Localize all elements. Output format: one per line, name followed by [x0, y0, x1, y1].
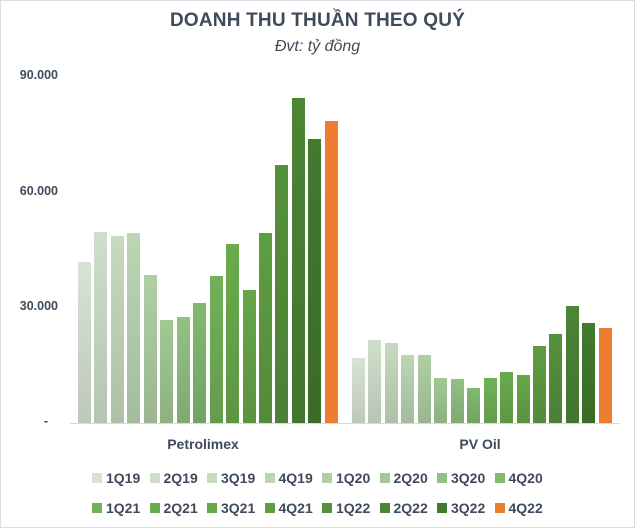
- bar-pv-oil-4q20: [467, 387, 481, 423]
- legend-label: 4Q21: [278, 500, 313, 516]
- legend-item-4q20: 4Q20: [494, 470, 553, 486]
- legend-label: 4Q19: [278, 470, 313, 486]
- legend-swatch-icon: [264, 473, 275, 483]
- bar-pv-oil-3q21: [516, 374, 530, 423]
- bar-pv-oil-2q21: [500, 372, 514, 423]
- legend-label: 3Q20: [451, 470, 486, 486]
- chart-title: DOANH THU THUẦN THEO QUÝ: [169, 10, 466, 31]
- bar-petrolimex-3q22: [308, 138, 322, 423]
- x-axis-line: [70, 423, 620, 424]
- bar-petrolimex-1q19: [78, 261, 91, 423]
- legend-label: 3Q21: [221, 500, 256, 516]
- legend-swatch-icon: [92, 503, 102, 513]
- legend-row: 1Q19 2Q19 3Q19 4Q19 1Q20 2Q20 3Q20 4Q20: [92, 470, 552, 486]
- legend-label: 2Q20: [393, 470, 428, 486]
- legend-item-4q22: 4Q22: [494, 500, 553, 516]
- legend-row: 1Q21 2Q21 3Q21 4Q21 1Q22 2Q22 3Q22 4Q22: [92, 500, 552, 516]
- legend-label: 2Q21: [163, 500, 198, 516]
- bar-petrolimex-3q20: [176, 316, 190, 423]
- bar-petrolimex-1q20: [143, 274, 157, 423]
- bar-petrolimex-4q20: [193, 302, 207, 423]
- legend-swatch-icon: [494, 473, 505, 483]
- legend-label: 4Q22: [508, 500, 543, 516]
- legend-label: 2Q22: [393, 500, 428, 516]
- legend-swatch-icon: [207, 503, 217, 513]
- bar-pv-oil-4q22: [598, 328, 612, 423]
- legend-swatch-icon: [437, 473, 447, 483]
- legend-label: 2Q19: [163, 470, 198, 486]
- legend-label: 3Q22: [451, 500, 486, 516]
- legend-item-2q21: 2Q21: [149, 500, 208, 516]
- category-label-pv-oil: PV Oil: [459, 436, 501, 452]
- legend-item-3q19: 3Q19: [207, 470, 265, 486]
- bar-pv-oil-3q19: [384, 343, 398, 423]
- legend-label: 1Q20: [336, 470, 371, 486]
- bar-petrolimex-3q21: [242, 289, 256, 423]
- legend-item-1q21: 1Q21: [92, 500, 150, 516]
- legend-item-1q19: 1Q19: [92, 470, 150, 486]
- legend-label: 3Q19: [221, 470, 256, 486]
- legend-swatch-icon: [92, 473, 102, 483]
- bar-petrolimex-4q21: [258, 232, 272, 423]
- legend-swatch-icon: [494, 503, 505, 513]
- y-tick-60000: 60.000: [19, 184, 58, 198]
- legend-label: 1Q19: [106, 470, 141, 486]
- bar-pv-oil-3q22: [582, 323, 596, 423]
- bar-pv-oil-2q22: [565, 306, 579, 423]
- legend-item-2q19: 2Q19: [149, 470, 208, 486]
- bar-pv-oil-1q19: [352, 357, 365, 423]
- bar-petrolimex-2q20: [160, 320, 174, 423]
- bar-pv-oil-1q20: [417, 355, 431, 423]
- legend-swatch-icon: [149, 473, 160, 483]
- bar-petrolimex-4q19: [127, 232, 141, 423]
- y-tick-0: -: [43, 414, 48, 428]
- legend-item-3q22: 3Q22: [437, 500, 495, 516]
- legend-swatch-icon: [264, 503, 275, 513]
- bar-pv-oil-1q22: [549, 333, 563, 423]
- legend-label: 1Q21: [106, 500, 141, 516]
- bar-pv-oil-3q20: [450, 379, 464, 423]
- y-tick-90000: 90.000: [19, 68, 58, 82]
- legend-swatch-icon: [322, 503, 332, 513]
- legend-label: 4Q20: [508, 470, 543, 486]
- chart-subtitle: Đvt: tỷ đồng: [274, 38, 361, 55]
- legend-swatch-icon: [149, 503, 160, 513]
- bar-petrolimex-1q21: [209, 276, 223, 423]
- bar-petrolimex-3q19: [110, 235, 124, 423]
- legend-item-2q22: 2Q22: [379, 500, 438, 516]
- legend-item-4q21: 4Q21: [264, 500, 323, 516]
- legend-swatch-icon: [207, 473, 217, 483]
- category-label-petrolimex: Petrolimex: [167, 436, 239, 452]
- legend-item-2q20: 2Q20: [379, 470, 438, 486]
- legend-item-3q21: 3Q21: [207, 500, 265, 516]
- bar-petrolimex-2q22: [291, 97, 305, 423]
- bar-petrolimex-4q22: [324, 120, 338, 423]
- bar-petrolimex-2q21: [226, 244, 240, 423]
- legend-item-1q20: 1Q20: [322, 470, 380, 486]
- bar-pv-oil-4q21: [532, 345, 546, 423]
- legend-swatch-icon: [379, 473, 390, 483]
- bar-pv-oil-1q21: [483, 377, 497, 423]
- legend-swatch-icon: [322, 473, 332, 483]
- legend-item-3q20: 3Q20: [437, 470, 495, 486]
- bar-petrolimex-1q22: [275, 165, 289, 423]
- legend-item-1q22: 1Q22: [322, 500, 380, 516]
- bar-pv-oil-4q19: [401, 355, 415, 423]
- legend-item-4q19: 4Q19: [264, 470, 323, 486]
- bar-pv-oil-2q20: [434, 377, 448, 423]
- bar-petrolimex-2q19: [94, 232, 108, 423]
- legend-swatch-icon: [437, 503, 447, 513]
- bar-pv-oil-2q19: [368, 340, 382, 423]
- legend-label: 1Q22: [336, 500, 371, 516]
- y-tick-30000: 30.000: [19, 299, 58, 313]
- legend-swatch-icon: [379, 503, 390, 513]
